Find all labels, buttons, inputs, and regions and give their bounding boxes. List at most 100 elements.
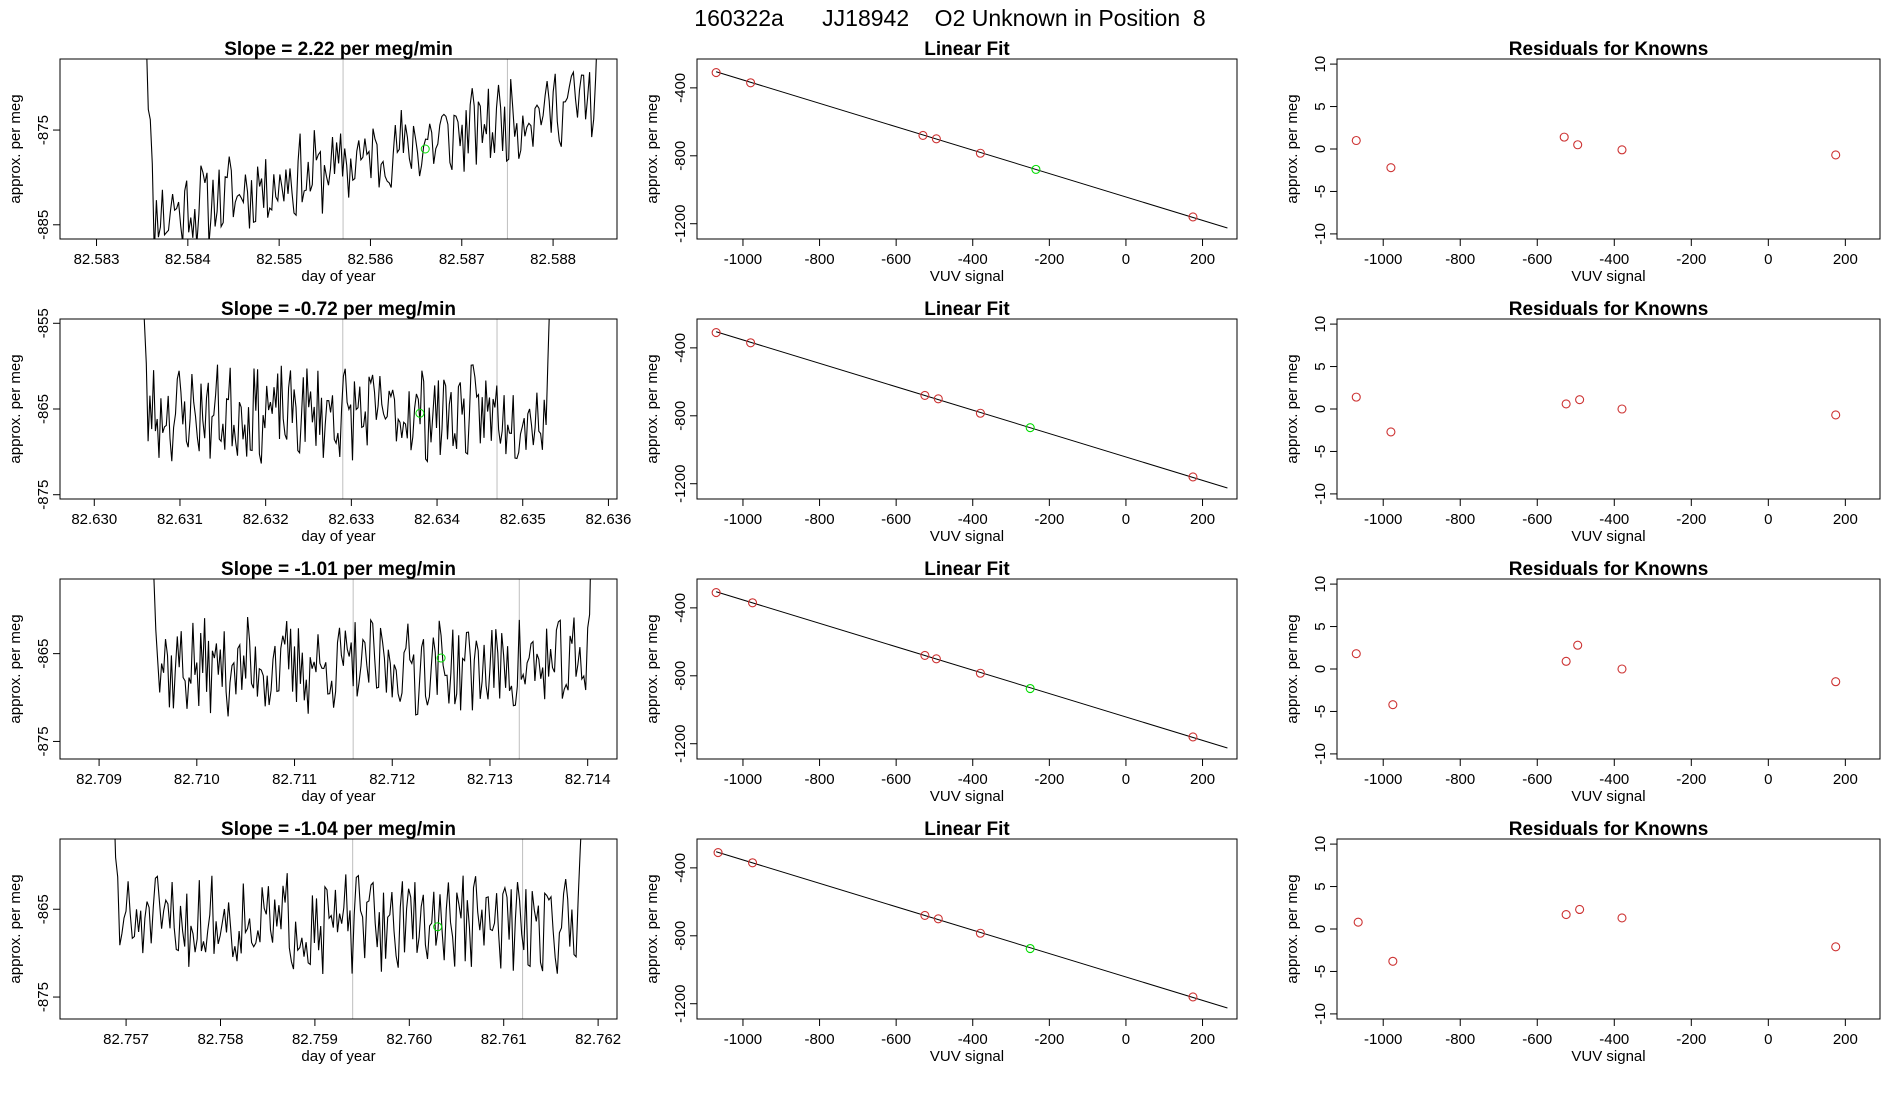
y-axis-label: approx. per meg [644, 614, 661, 723]
x-tick-label: -800 [1445, 251, 1475, 268]
x-tick-label: 82.631 [157, 511, 203, 528]
y-axis-label: approx. per meg [7, 874, 24, 983]
x-tick-label: 82.758 [198, 1031, 244, 1048]
residual-point [1575, 395, 1585, 405]
y-axis-label: approx. per meg [1284, 354, 1301, 463]
residual-point [1831, 942, 1841, 952]
residual-point [1386, 163, 1396, 173]
x-tick-label: 0 [1764, 251, 1772, 268]
panel-timeseries-row4: Slope = -1.04 per meg/min 82.757 82.758 82.… [7, 819, 621, 1065]
signal-trace [114, 839, 582, 975]
y-axis-label: approx. per meg [1284, 94, 1301, 203]
residual-point [1388, 956, 1398, 966]
x-tick-label: 82.587 [439, 251, 485, 268]
residual-point [1617, 664, 1627, 674]
unknown-mean-point [433, 922, 443, 932]
y-tick-label: 5 [1312, 882, 1329, 890]
x-tick-label: 200 [1190, 511, 1215, 528]
x-tick-label: 82.636 [585, 511, 631, 528]
known-point [711, 588, 721, 598]
residual-point [1351, 392, 1361, 402]
y-tick-label: -865 [35, 894, 52, 924]
y-tick-label: -1200 [672, 205, 689, 243]
x-axis-label: VUV signal [930, 1048, 1004, 1065]
x-tick-label: 200 [1833, 1031, 1858, 1048]
y-tick-label: -875 [35, 115, 52, 145]
x-tick-label: 82.762 [575, 1031, 621, 1048]
x-tick-label: 82.710 [174, 771, 220, 788]
y-tick-label: -5 [1312, 705, 1329, 718]
unknown-mean-point [415, 408, 425, 418]
y-tick-label: -5 [1312, 965, 1329, 978]
known-point [746, 338, 756, 348]
y-tick-label: 10 [1312, 56, 1329, 73]
known-point [1188, 732, 1198, 742]
known-point [747, 598, 758, 608]
x-tick-label: -200 [1676, 771, 1706, 788]
x-tick-label: 82.711 [272, 771, 317, 788]
y-tick-label: 10 [1312, 576, 1329, 593]
residual-point [1617, 404, 1627, 414]
x-tick-label: -1000 [724, 511, 762, 528]
x-tick-label: -800 [1445, 771, 1475, 788]
plot-frame [59, 318, 618, 500]
y-tick-label: -865 [35, 394, 52, 424]
x-axis-label: day of year [301, 1048, 375, 1065]
signal-trace [143, 319, 550, 464]
panel-title: Residuals for Knowns [1509, 819, 1709, 840]
plot-frame [696, 578, 1238, 760]
plot-frame [1336, 578, 1881, 760]
unknown-mean-point [420, 144, 430, 154]
x-tick-label: 82.714 [565, 771, 611, 788]
x-tick-label: 82.633 [328, 511, 374, 528]
y-axis-label: approx. per meg [644, 94, 661, 203]
plot-frame [1336, 318, 1881, 500]
known-point [711, 68, 721, 78]
x-tick-label: 82.634 [414, 511, 460, 528]
x-tick-label: 82.586 [348, 251, 394, 268]
x-tick-label: -400 [1599, 251, 1629, 268]
y-tick-label: -1200 [672, 465, 689, 503]
x-tick-label: -200 [1676, 511, 1706, 528]
x-axis-label: VUV signal [1571, 528, 1645, 545]
known-point [931, 654, 941, 664]
x-tick-label: 0 [1764, 511, 1772, 528]
fit-line [716, 851, 1228, 1009]
plot-frame [59, 58, 618, 240]
residual-point [1351, 649, 1361, 659]
x-tick-label: 200 [1833, 511, 1858, 528]
y-tick-label: 0 [1312, 665, 1329, 673]
x-tick-label: -600 [1522, 511, 1552, 528]
y-tick-label: 5 [1312, 362, 1329, 370]
plot-frame [696, 58, 1238, 240]
fit-line [716, 331, 1228, 489]
x-tick-label: 82.759 [292, 1031, 338, 1048]
x-tick-label: -600 [1522, 771, 1552, 788]
x-axis-label: day of year [301, 268, 375, 285]
x-tick-label: 200 [1833, 771, 1858, 788]
x-tick-label: 82.588 [530, 251, 576, 268]
x-tick-label: 82.761 [481, 1031, 527, 1048]
plot-frame [59, 578, 618, 760]
unknown-point [1025, 423, 1035, 433]
y-tick-label: -10 [1312, 743, 1329, 765]
y-tick-label: -855 [35, 308, 52, 338]
y-axis-label: approx. per meg [7, 614, 24, 723]
plot-frame [696, 318, 1238, 500]
panel-title: Residuals for Knowns [1509, 299, 1709, 320]
panel-linear_fit-row1: Linear Fit -1000 -800 -600 -400 -200 0 200 -400 -… [644, 39, 1238, 285]
x-tick-label: 200 [1190, 771, 1215, 788]
data-layer [146, 59, 597, 239]
x-tick-label: -1000 [724, 1031, 762, 1048]
y-tick-label: -800 [672, 661, 689, 691]
y-axis-label: approx. per meg [7, 354, 24, 463]
x-tick-label: -200 [1676, 251, 1706, 268]
y-tick-label: -10 [1312, 223, 1329, 245]
x-tick-label: 82.757 [103, 1031, 149, 1048]
x-tick-label: -200 [1034, 1031, 1064, 1048]
signal-trace [146, 59, 597, 239]
known-point [920, 650, 930, 660]
panel-title: Linear Fit [924, 819, 1010, 840]
plot-frame [1336, 58, 1881, 240]
y-tick-label: -10 [1312, 483, 1329, 505]
